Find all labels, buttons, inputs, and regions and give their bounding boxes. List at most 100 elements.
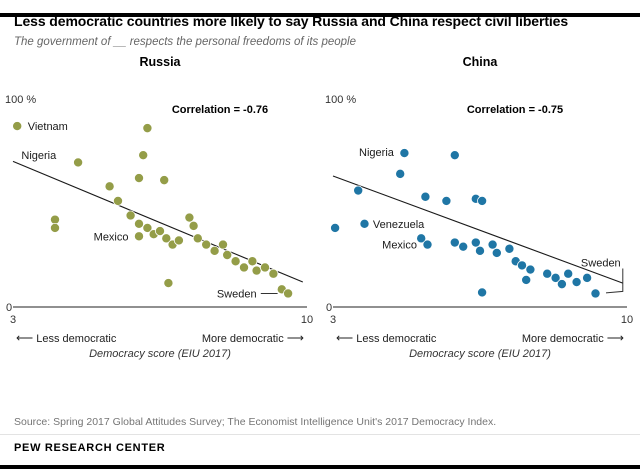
data-point [422,239,433,250]
x-axis-title: Democracy score (EIU 2017) [89,347,231,360]
data-point [217,239,228,250]
data-point [222,249,233,260]
china-panel: China Nigeria Venezuela Mexico Sweden 100 % 0… [320,55,640,360]
china-scatter-chart: Nigeria Venezuela Mexico Sweden 100 % 03 10 Cor… [325,94,633,326]
data-point [12,120,23,131]
data-point [441,195,452,206]
x-tick-label-max: 10 [621,314,633,326]
top-black-rule [0,13,640,17]
china-panel-title: China [462,54,498,69]
x-tick-label-min: 3 [330,314,336,326]
right-arrow-icon: ⟶ [606,330,624,345]
data-point [173,234,184,245]
less-democratic-label: ⟵ Less democratic [16,331,116,345]
page-title: Less democratic countries more likely to… [14,13,569,29]
data-point [477,286,488,297]
x-tick-label-max: 10 [301,314,313,326]
country-label: Nigeria [21,150,57,162]
data-point [50,222,61,233]
data-point [104,180,115,191]
data-point [353,185,364,196]
correlation-label: Correlation = -0.75 [467,104,563,116]
data-point [184,212,195,223]
charts-row: Russia Vietnam Nigeria Mexico Sweden 100 % 0 3… [0,55,640,360]
data-point [133,172,144,183]
bottom-black-rule [0,465,640,469]
data-point [125,209,136,220]
x-axis-direction-labels: ⟵ Less democratic More democratic ⟶ [320,331,640,345]
data-point [487,239,498,250]
country-label: Sweden [581,257,621,269]
data-point [474,245,485,256]
data-point [192,232,203,243]
data-point [458,241,469,252]
more-democratic-text: More democratic [521,332,604,345]
data-point [133,218,144,229]
footer-divider [0,434,640,435]
data-point [556,278,567,289]
x-axis-title: Democracy score (EIU 2017) [409,347,551,360]
less-democratic-label: ⟵ Less democratic [336,331,436,345]
data-point [395,168,406,179]
data-point [259,261,270,272]
y-axis-bottom-label: 0 [326,302,332,314]
x-axis-direction-labels: ⟵ Less democratic More democratic ⟶ [0,331,320,345]
data-point [161,232,172,243]
less-democratic-text: Less democratic [356,332,437,345]
more-democratic-label: More democratic ⟶ [522,331,624,345]
data-point [516,259,527,270]
data-point [163,277,174,288]
country-label: Nigeria [359,147,395,159]
country-label: Mexico [94,231,129,243]
country-label: Sweden [217,288,257,300]
data-point [113,195,124,206]
data-point [201,239,212,250]
data-point [159,174,170,185]
data-point [504,243,515,254]
country-label: Venezuela [373,218,425,230]
data-point [491,247,502,258]
data-point [268,268,279,279]
data-point [550,272,561,283]
russia-panel: Russia Vietnam Nigeria Mexico Sweden 100 % 0 3… [0,55,320,360]
data-point [154,225,165,236]
data-point [420,191,431,202]
annotation-leader-line [605,268,624,293]
country-label: Mexico [382,239,417,251]
data-point [525,264,536,275]
data-point [359,218,370,229]
data-point [521,274,532,285]
data-point [399,147,410,158]
pew-research-center-wordmark: PEW RESEARCH CENTER [14,442,166,454]
less-democratic-text: Less democratic [36,332,117,345]
data-point [50,214,61,225]
right-arrow-icon: ⟶ [286,330,304,345]
data-point [142,222,153,233]
data-point [582,272,593,283]
y-axis-top-label: 100 % [325,94,356,106]
more-democratic-text: More democratic [201,332,284,345]
y-axis-top-label: 100 % [5,94,36,106]
russia-scatter-chart: Vietnam Nigeria Mexico Sweden 100 % 03 10 Corre… [5,94,313,326]
data-point [283,287,294,298]
data-point [188,220,199,231]
data-point [138,149,149,160]
data-point [230,255,241,266]
chart-subtitle: The government of __ respects the person… [14,35,357,48]
data-point [247,255,258,266]
country-label: Vietnam [28,121,68,133]
more-democratic-label: More democratic ⟶ [202,331,304,345]
data-point [209,245,220,256]
x-tick-label-min: 3 [10,314,16,326]
data-point [133,230,144,241]
data-point [449,149,460,160]
data-point [590,287,601,298]
data-point [477,195,488,206]
data-point [542,268,553,279]
data-point [238,261,249,272]
data-point [73,156,84,167]
data-point [251,265,262,276]
data-point [571,276,582,287]
data-point [449,237,460,248]
source-note: Source: Spring 2017 Global Attitudes Sur… [14,416,497,428]
